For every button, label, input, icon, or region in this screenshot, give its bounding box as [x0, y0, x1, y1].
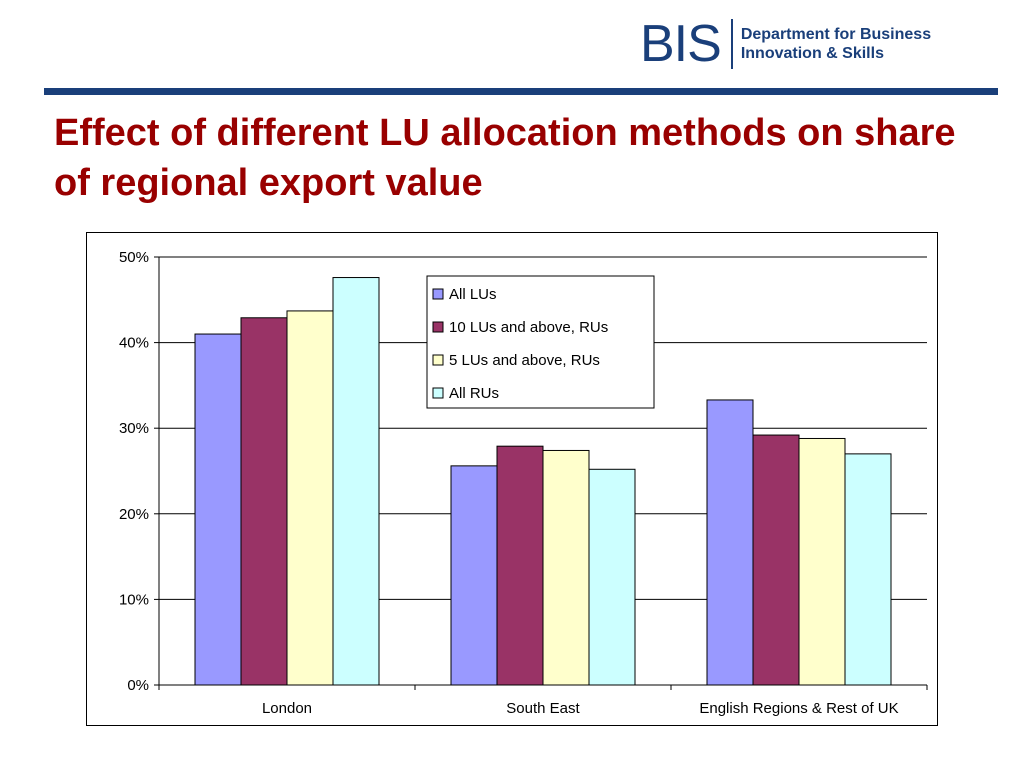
- y-tick-label: 0%: [127, 677, 149, 694]
- legend-label: All RUs: [449, 385, 499, 402]
- logo-text: Department for Business Innovation & Ski…: [741, 25, 931, 63]
- y-tick-label: 20%: [119, 506, 149, 523]
- bar: [542, 449, 590, 686]
- y-tick-label: 10%: [119, 591, 149, 608]
- legend: [426, 275, 655, 409]
- bar: [332, 277, 380, 686]
- bar: [496, 445, 544, 686]
- bar: [286, 310, 334, 686]
- bar: [240, 317, 288, 686]
- legend-label: 5 LUs and above, RUs: [449, 352, 600, 369]
- logo-mark: BIS: [640, 15, 722, 73]
- bar: [450, 465, 498, 686]
- header-rule: [44, 88, 998, 95]
- bar-chart: 0% 10% 20% 30% 40% 50% London South East English…: [119, 249, 928, 717]
- legend-swatch: [432, 321, 444, 333]
- x-tick-label: London: [262, 700, 312, 717]
- bar: [798, 437, 846, 686]
- legend-label: All LUs: [449, 286, 497, 303]
- logo-line-1: Department for Business: [740, 26, 932, 43]
- bar: [706, 399, 754, 686]
- slide-title: Effect of different LU allocation method…: [54, 112, 956, 204]
- logo-divider: [730, 19, 733, 69]
- logo-line-2: Innovation & Skills: [740, 45, 884, 62]
- bar: [194, 333, 242, 686]
- x-tick-label: South East: [506, 700, 580, 717]
- bar: [844, 453, 892, 686]
- bar: [588, 468, 636, 686]
- chart-frame: 0% 10% 20% 30% 40% 50% London South East English…: [86, 232, 938, 726]
- y-tick-label: 40%: [119, 335, 149, 352]
- legend-swatch: [432, 387, 444, 399]
- y-tick-label: 50%: [119, 249, 149, 266]
- legend-swatch: [432, 354, 444, 366]
- bar: [752, 434, 800, 686]
- legend-swatch: [432, 288, 444, 300]
- legend-label: 10 LUs and above, RUs: [449, 319, 608, 336]
- y-tick-label: 30%: [119, 420, 149, 437]
- bis-logo: BIS Department for Business Innovation &…: [640, 14, 931, 74]
- x-tick-label: English Regions & Rest of UK: [699, 700, 898, 717]
